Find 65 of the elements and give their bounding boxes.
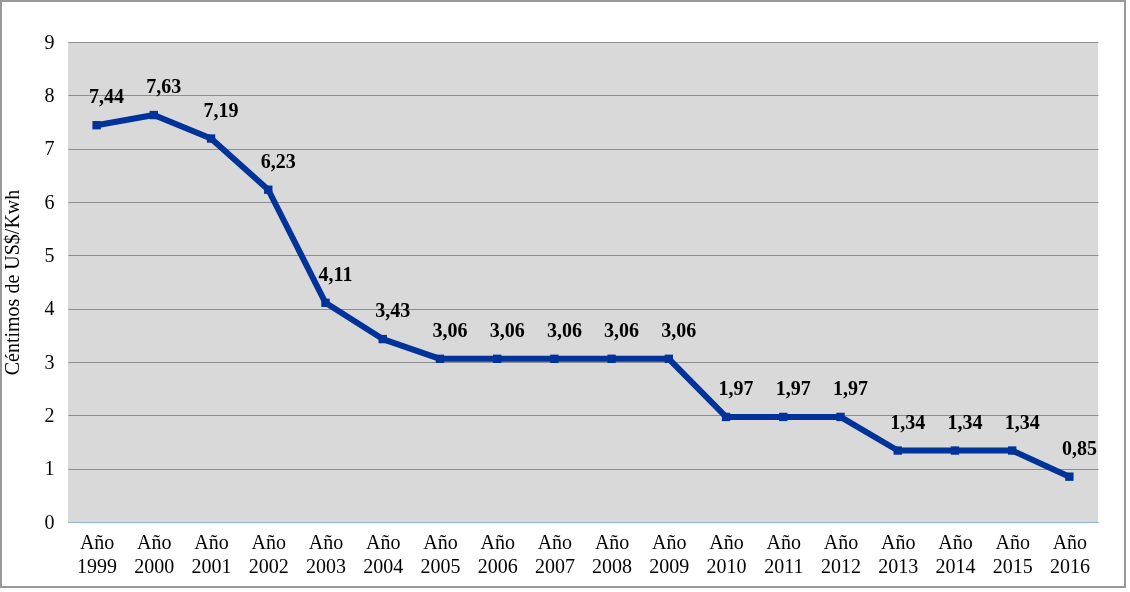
y-tick-label: 5 [44, 243, 55, 266]
y-axis-title: Céntimos de US$/Kwh [0, 189, 23, 376]
point [321, 298, 330, 307]
y-tick-label: 1 [44, 457, 55, 480]
data-label: 3,06 [604, 318, 640, 341]
y-tick-label: 6 [44, 190, 55, 213]
x-tick-label: Año 1999 [77, 530, 118, 577]
x-tick-label: Año 2002 [248, 530, 289, 577]
data-label: 1,97 [833, 376, 868, 399]
x-tick-label: Año 2001 [191, 530, 232, 577]
x-tick-label: Año 2000 [134, 530, 175, 577]
point [721, 412, 731, 422]
y-tick-label: 2 [44, 403, 55, 426]
point [206, 134, 216, 143]
point [1065, 472, 1074, 481]
x-tick-label: Año 2006 [477, 530, 518, 577]
x-tick-label: Año 2016 [1049, 530, 1090, 577]
x-tick-label: Año 2013 [878, 530, 919, 577]
data-label: 1,34 [1004, 410, 1040, 433]
data-label: 7,44 [89, 85, 125, 108]
y-tick-label: 7 [44, 137, 55, 160]
y-tick-label: 9 [44, 30, 55, 53]
point [664, 354, 674, 363]
data-label: 0,85 [1061, 436, 1097, 459]
point [779, 412, 788, 422]
data-label: 1,97 [775, 376, 811, 399]
x-tick-label: Año 2011 [764, 530, 804, 577]
x-tick-label: Año 2015 [992, 530, 1033, 577]
x-tick-label: Año 2004 [363, 530, 404, 577]
x-tick-label: Año 2010 [706, 530, 747, 577]
data-label: 3,06 [546, 318, 582, 341]
point [836, 412, 845, 422]
x-tick-label: Año 2003 [306, 530, 346, 577]
data-label: 1,34 [890, 410, 926, 433]
data-label: 3,06 [489, 318, 525, 341]
x-tick-label: Año 2008 [592, 530, 633, 577]
x-tick-label: Año 2009 [649, 530, 690, 577]
point [893, 446, 902, 455]
x-tick-label: Año 2012 [821, 530, 861, 577]
point [435, 354, 445, 363]
point [607, 354, 616, 363]
data-label: 3,06 [661, 318, 697, 341]
point [1007, 446, 1017, 455]
data-label: 3,43 [375, 299, 411, 322]
data-label: 6,23 [260, 149, 296, 172]
point [92, 121, 101, 130]
x-tick-label: Año 2007 [534, 530, 575, 577]
y-tick-label: 4 [44, 297, 55, 320]
y-tick-label: 8 [44, 83, 55, 106]
data-label: 4,11 [318, 262, 353, 285]
point [492, 354, 502, 363]
x-tick-label: Año 2014 [935, 530, 976, 577]
y-tick-label: 0 [44, 510, 55, 533]
x-tick-label: Año 2005 [420, 530, 461, 577]
point [950, 446, 960, 455]
point [149, 110, 159, 120]
data-label: 7,19 [203, 98, 239, 121]
data-label: 1,97 [718, 376, 754, 399]
point [264, 185, 273, 194]
data-label: 7,63 [146, 75, 182, 98]
data-label: 1,34 [947, 410, 983, 433]
y-tick-label: 3 [44, 350, 55, 373]
data-label: 3,06 [432, 318, 468, 341]
point [378, 334, 387, 344]
point [550, 354, 559, 363]
